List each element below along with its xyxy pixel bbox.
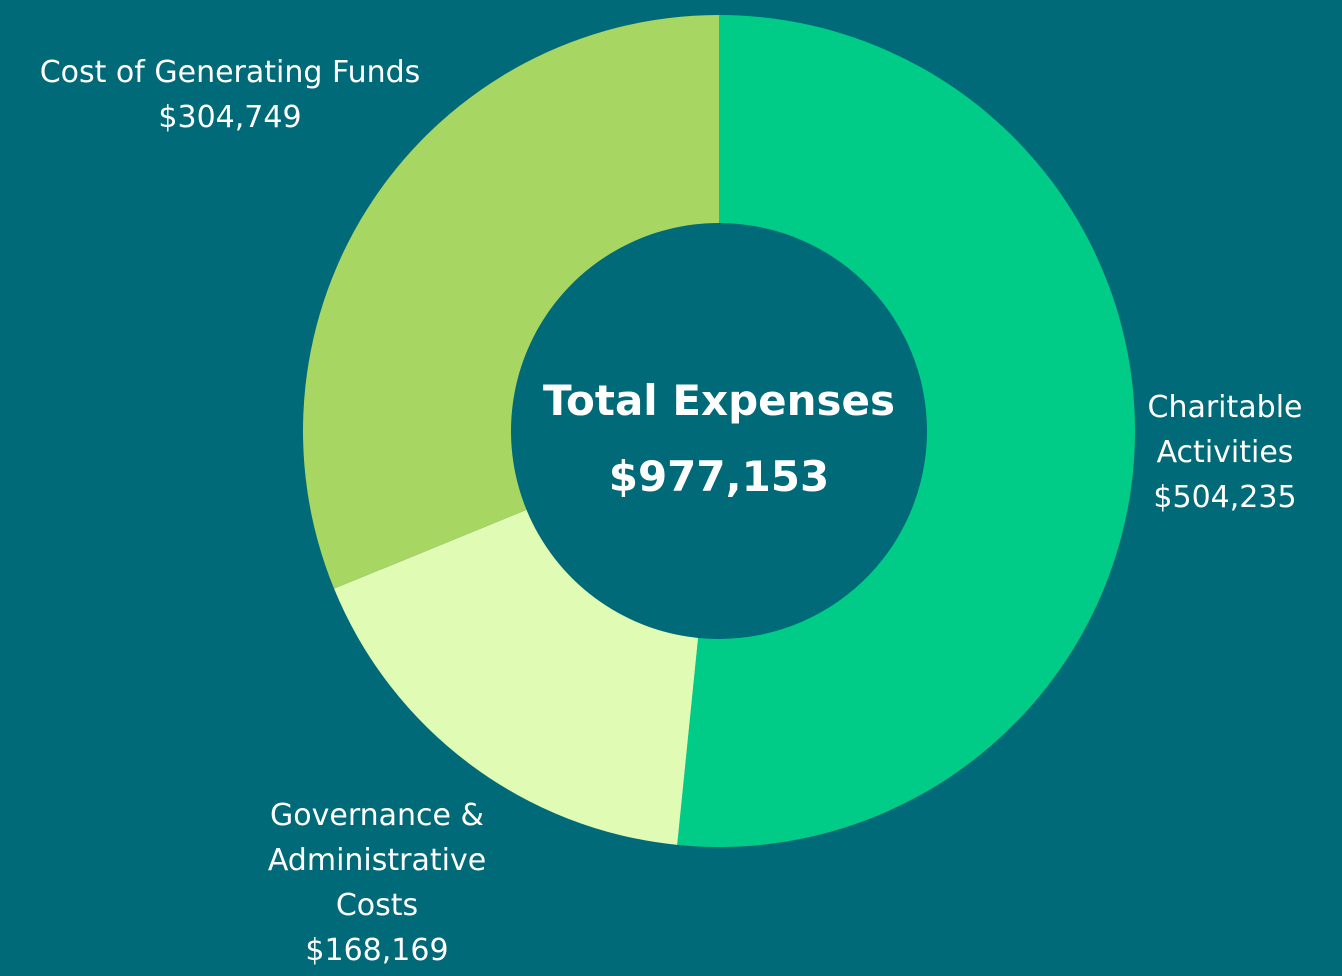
- value-label: $304,749: [158, 100, 302, 135]
- donut-segment: [677, 15, 1135, 847]
- center-total: $977,153: [608, 452, 830, 501]
- category-name: Charitable Activities: [1147, 390, 1303, 470]
- center-title: Total Expenses: [542, 376, 896, 425]
- segment-label: Governance & Administrative Costs $168,16…: [227, 793, 527, 973]
- category-name: Cost of Generating Funds: [39, 55, 421, 90]
- value-label: $504,235: [1153, 480, 1297, 515]
- category-name: Governance & Administrative Costs: [267, 798, 487, 923]
- value-label: $168,169: [305, 933, 449, 968]
- donut-segment: [302, 15, 719, 589]
- segment-label: Cost of Generating Funds $304,749: [0, 50, 460, 140]
- segment-label: Charitable Activities $504,235: [1125, 385, 1325, 520]
- donut-segment: [334, 509, 699, 845]
